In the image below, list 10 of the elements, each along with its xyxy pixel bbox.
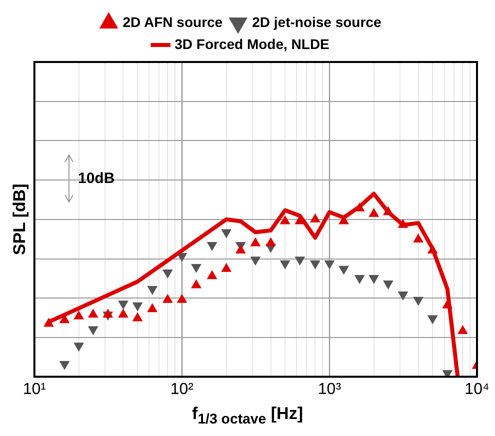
x-tick-label: 10¹	[22, 380, 46, 398]
x-tick-label: 10⁴	[464, 380, 490, 398]
legend-label: 3D Forced Mode, NLDE	[174, 36, 330, 52]
x-tick-label: 10²	[170, 380, 194, 398]
x-axis-title: f$_{1/3 octave}$ [Hz]	[191, 404, 304, 428]
legend-label: 2D AFN source	[122, 14, 223, 30]
legend-label: 2D jet-noise source	[252, 14, 382, 30]
y-axis-title: SPL [dB]	[10, 184, 29, 256]
text: 10dB	[78, 170, 115, 187]
x-tick-label: 10³	[318, 380, 342, 398]
